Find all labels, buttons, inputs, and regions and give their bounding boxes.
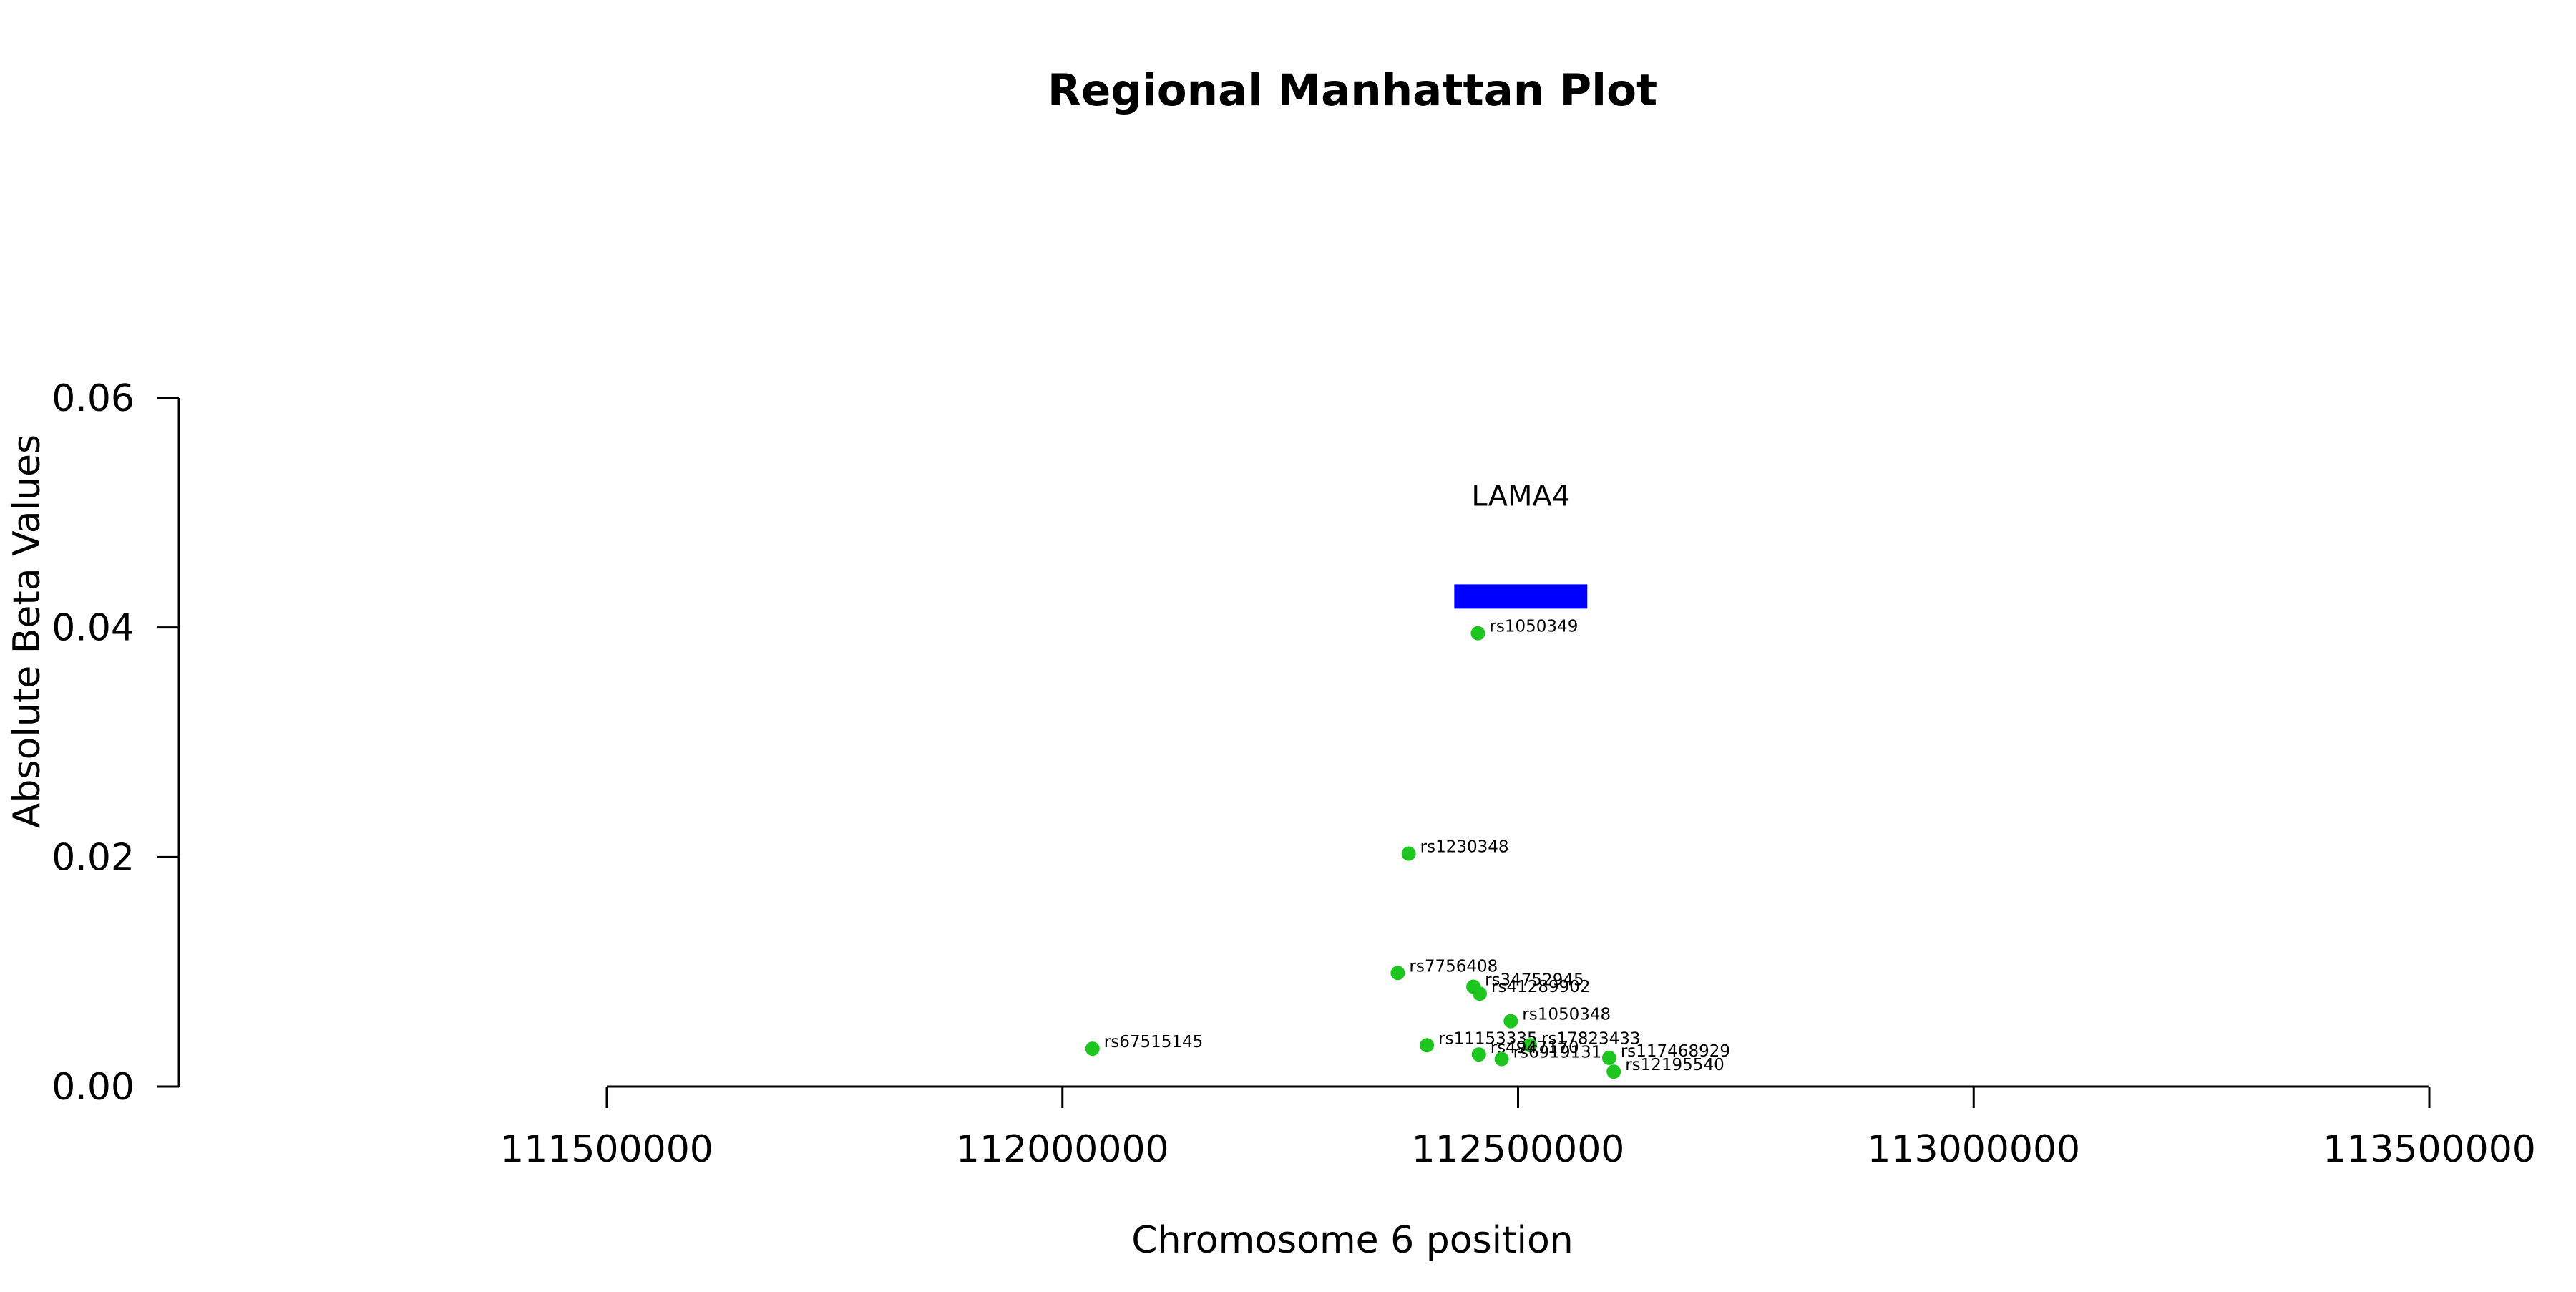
x-tick-label: 111500000 bbox=[500, 1128, 713, 1171]
snp-point bbox=[1470, 626, 1485, 641]
snp-label: rs1050349 bbox=[1489, 618, 1578, 636]
y-axis: 0.00 0.02 0.04 0.06 bbox=[52, 377, 179, 1109]
snp-label: rs41289902 bbox=[1491, 978, 1591, 996]
snp-point bbox=[1085, 1041, 1100, 1056]
snp-point bbox=[1602, 1051, 1616, 1065]
y-tick-label: 0.02 bbox=[52, 836, 135, 879]
snp-point bbox=[1495, 1052, 1509, 1067]
snp-point bbox=[1473, 986, 1487, 1001]
y-tick-label: 0.04 bbox=[52, 607, 135, 650]
y-axis-label: Absolute Beta Values bbox=[6, 434, 49, 828]
y-tick-label: 0.06 bbox=[52, 377, 135, 420]
snp-points: rs1050349rs1230348rs7756408rs34752945rs4… bbox=[1085, 618, 1730, 1079]
snp-point bbox=[1503, 1014, 1518, 1029]
snp-point bbox=[1390, 966, 1405, 980]
snp-label: rs1230348 bbox=[1420, 838, 1509, 857]
snp-point bbox=[1402, 847, 1416, 861]
x-axis-label: Chromosome 6 position bbox=[1131, 1219, 1573, 1262]
chart-title: Regional Manhattan Plot bbox=[1048, 65, 1657, 116]
x-axis: 111500000 112000000 112500000 113000000 1135… bbox=[500, 1087, 2536, 1171]
gene-track: LAMA4 bbox=[1454, 480, 1587, 608]
snp-point bbox=[1606, 1064, 1621, 1079]
snp-point bbox=[1472, 1047, 1486, 1062]
y-tick-label: 0.00 bbox=[52, 1066, 135, 1109]
snp-label: rs67515145 bbox=[1104, 1033, 1204, 1051]
x-tick-label: 112500000 bbox=[1412, 1128, 1625, 1171]
x-tick-label: 113500000 bbox=[2323, 1128, 2536, 1171]
gene-bar bbox=[1454, 584, 1587, 608]
snp-label: rs1050348 bbox=[1522, 1006, 1611, 1024]
snp-label: rs12195540 bbox=[1625, 1056, 1724, 1074]
x-tick-label: 113000000 bbox=[1867, 1128, 2080, 1171]
snp-point bbox=[1420, 1038, 1434, 1052]
x-tick-label: 112000000 bbox=[956, 1128, 1169, 1171]
snp-label: rs6919131 bbox=[1513, 1044, 1602, 1062]
gene-label: LAMA4 bbox=[1471, 480, 1570, 513]
